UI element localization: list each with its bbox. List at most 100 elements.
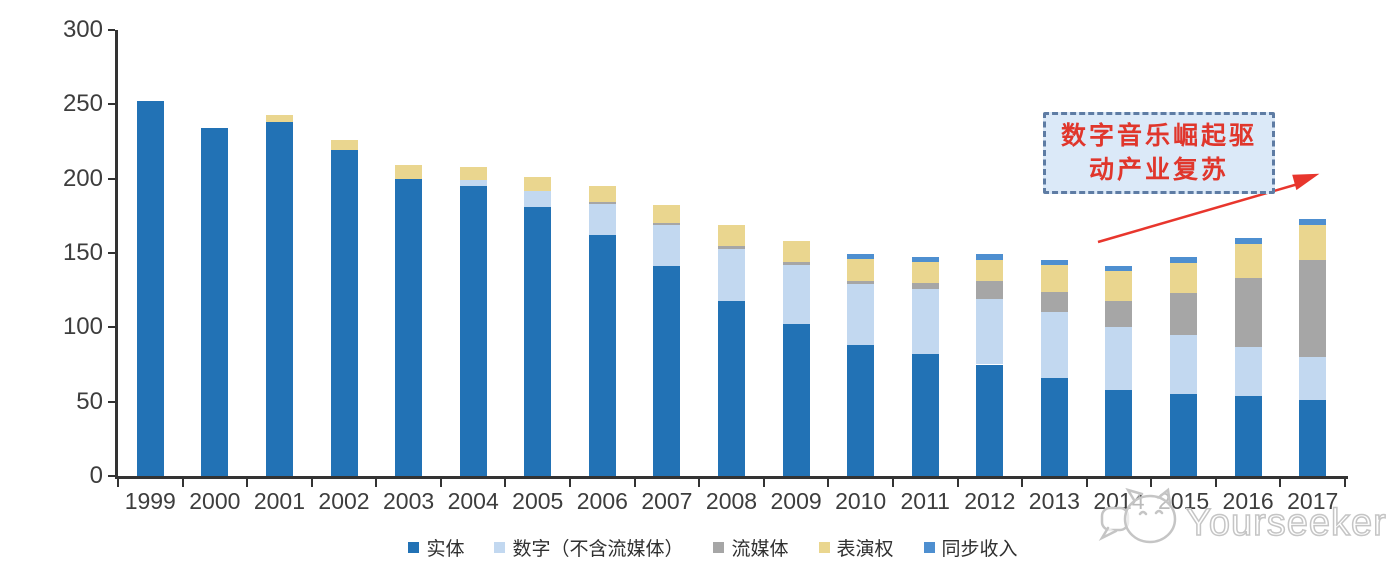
x-axis-tick [117,479,119,487]
bar-segment-2000 [201,128,229,476]
x-tick-label: 2012 [964,488,1016,514]
x-tick-label: 2017 [1287,488,1339,514]
bar-segment-2015 [1170,257,1198,264]
y-axis-tick [108,29,115,31]
x-axis-tick [181,479,184,487]
bar-segment-2012 [976,364,1004,476]
y-axis-tick [108,252,115,254]
legend-item-streaming: 流媒体 [713,534,789,561]
legend-swatch-performance [818,542,830,553]
bar-segment-2012 [976,281,1004,300]
bar-segment-2015 [1170,263,1198,294]
bar-segment-2006 [588,235,616,476]
bar-segment-2017 [1299,260,1327,358]
bar-segment-2004 [459,180,487,187]
y-axis-tick [108,475,115,477]
bar-segment-2010 [847,254,875,259]
x-tick-label: 2004 [447,488,499,514]
bar-segment-2007 [653,266,681,476]
y-tick-label: 200 [62,164,103,192]
x-tick-label: 2000 [189,488,241,514]
bar-segment-2009 [782,264,810,325]
legend-swatch-digital [494,542,506,553]
x-axis-tick [633,479,636,487]
bar-segment-2012 [976,299,1004,365]
y-tick-label: 300 [62,16,103,43]
legend-swatch-sync [923,542,935,553]
x-axis-tick [310,479,313,487]
x-axis-tick [698,479,701,487]
legend-label-physical: 实体 [426,539,465,560]
bar-segment-2016 [1234,395,1262,476]
y-axis-tick [108,400,115,403]
bar-segment-2017 [1299,400,1327,476]
bar-segment-2008 [718,224,745,246]
bar-segment-2006 [588,203,616,236]
x-axis-tick [827,479,830,487]
bar-segment-2014 [1105,270,1133,301]
bar-segment-2014 [1105,389,1133,476]
x-tick-label: 2013 [1028,488,1080,514]
x-tick-label: 2005 [512,488,564,514]
bar-segment-2009 [782,261,810,265]
bar-segment-2003 [395,165,423,179]
bar-segment-1999 [136,101,164,476]
bar-segment-2010 [847,345,875,476]
bar-segment-2005 [524,177,552,191]
bar-segment-2008 [718,248,745,301]
y-tick-label: 0 [89,462,103,489]
legend-item-digital: 数字（不含流媒体） [494,534,683,561]
bar-segment-2005 [524,206,552,476]
y-axis [115,30,118,479]
x-tick-label: 2010 [835,488,887,514]
legend-label-streaming: 流媒体 [731,539,789,560]
x-tick-label: 1999 [124,488,176,514]
x-tick-label: 2006 [576,488,628,514]
bar-segment-2009 [782,324,810,476]
watermark: Yourseeker [1088,486,1387,552]
bar-segment-2011 [911,354,939,476]
legend-swatch-streaming [713,542,725,553]
legend-label-digital: 数字（不含流媒体） [512,539,684,560]
bar-segment-2013 [1040,264,1068,292]
bar-segment-2006 [588,202,616,204]
y-tick-label: 250 [62,90,103,118]
bar-segment-2010 [847,258,875,282]
annotation-text-line1: 数字音乐崛起驱 [1060,122,1257,150]
bar-segment-2003 [395,178,423,476]
x-tick-label: 2011 [900,488,950,514]
legend-item-performance: 表演权 [818,534,894,561]
legend-label-performance: 表演权 [836,539,894,560]
bar-segment-2013 [1040,377,1068,476]
y-axis-tick [108,103,115,106]
bar-segment-2001 [265,114,293,123]
x-tick-label: 2009 [770,488,822,514]
bar-segment-2011 [911,257,939,262]
bar-segment-2004 [459,186,487,476]
legend-label-sync: 同步收入 [941,539,1018,560]
bar-segment-2015 [1170,394,1198,476]
bar-segment-2007 [653,205,681,224]
bar-segment-2017 [1299,224,1327,261]
bar-segment-2015 [1170,334,1198,395]
x-tick-label: 2002 [318,488,370,514]
bar-segment-2016 [1234,238,1262,245]
bar-segment-2013 [1040,312,1068,378]
x-axis-tick [504,479,507,487]
bar-segment-2011 [911,288,939,355]
bar-segment-2014 [1105,300,1133,328]
x-tick-label: 2001 [253,488,306,514]
bar-segment-2015 [1170,293,1198,335]
bar-segment-2011 [911,282,939,289]
legend-swatch-physical [408,542,420,553]
bar-segment-2014 [1105,266,1133,271]
x-axis-tick [569,479,572,487]
yourseeker-logo-icon [1098,487,1177,544]
bar-segment-2010 [847,281,875,285]
x-axis-tick [762,479,765,487]
annotation-text-line2: 动产业复苏 [1088,156,1229,184]
bar-segment-2001 [265,122,293,476]
bar-segment-2017 [1299,218,1327,225]
bar-segment-2016 [1234,244,1262,279]
bar-segment-2009 [782,241,810,262]
